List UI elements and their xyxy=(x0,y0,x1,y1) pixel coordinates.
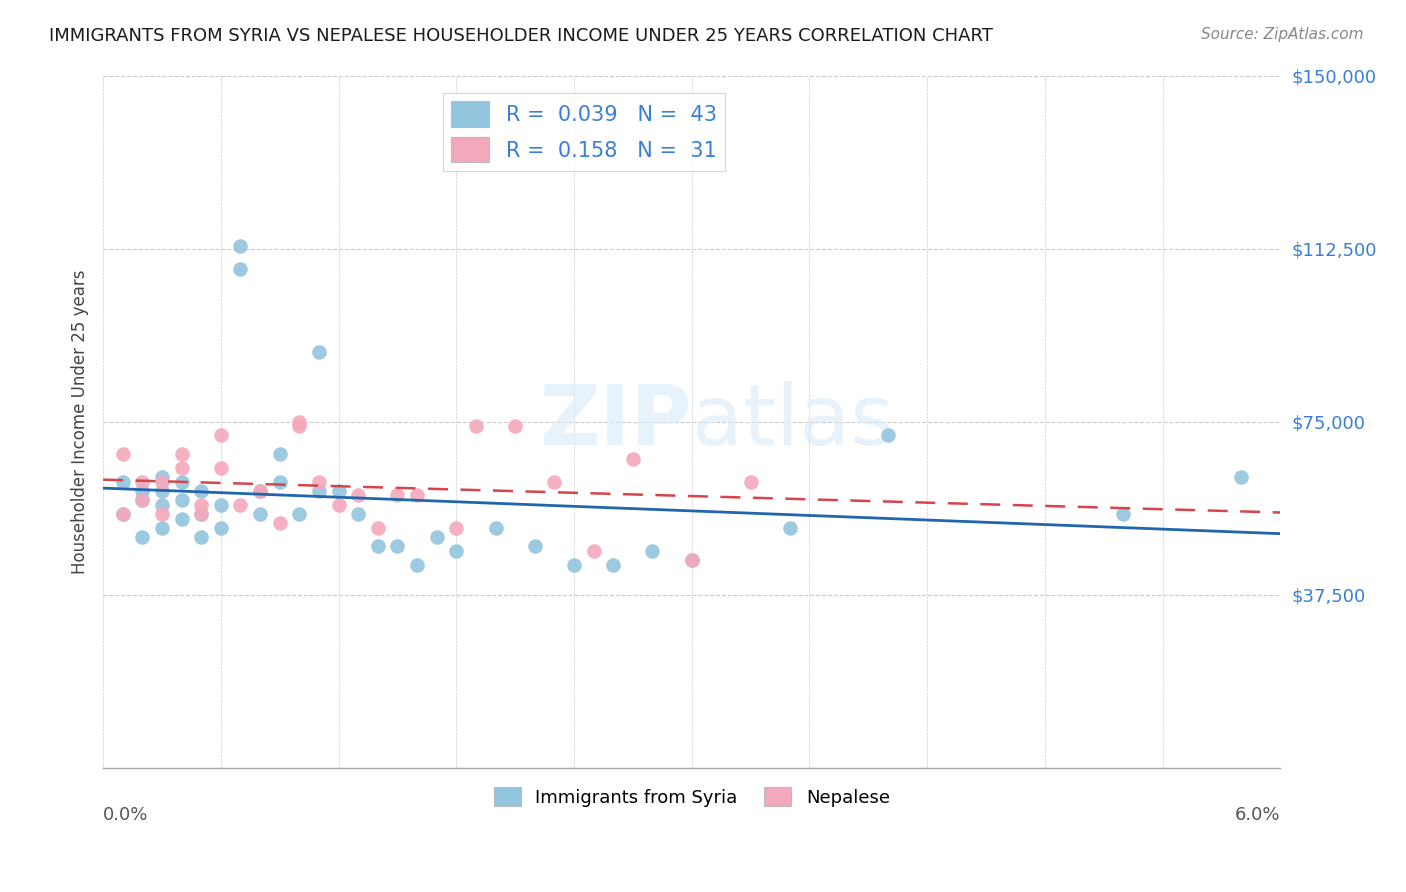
Point xyxy=(1112,507,1135,521)
Point xyxy=(131,493,153,508)
Point xyxy=(229,262,252,277)
Point xyxy=(347,488,370,502)
Text: 0.0%: 0.0% xyxy=(103,805,149,824)
Point xyxy=(190,507,212,521)
Point xyxy=(779,521,801,535)
Point xyxy=(464,419,486,434)
Point xyxy=(209,521,232,535)
Point xyxy=(446,544,468,558)
Point xyxy=(740,475,762,489)
Point xyxy=(426,530,449,544)
Point xyxy=(406,488,429,502)
Point xyxy=(229,498,252,512)
Text: ZIP: ZIP xyxy=(540,381,692,462)
Point xyxy=(150,475,173,489)
Point xyxy=(170,493,193,508)
Point xyxy=(131,493,153,508)
Point xyxy=(582,544,605,558)
Point xyxy=(150,521,173,535)
Point xyxy=(131,530,153,544)
Y-axis label: Householder Income Under 25 years: Householder Income Under 25 years xyxy=(72,269,89,574)
Point xyxy=(170,511,193,525)
Point xyxy=(269,475,291,489)
Point xyxy=(269,447,291,461)
Point xyxy=(111,447,134,461)
Point xyxy=(150,498,173,512)
Point xyxy=(209,498,232,512)
Point xyxy=(209,460,232,475)
Point xyxy=(387,539,409,553)
Point xyxy=(150,470,173,484)
Point xyxy=(229,239,252,253)
Point xyxy=(347,507,370,521)
Point xyxy=(288,507,311,521)
Point xyxy=(641,544,664,558)
Point xyxy=(621,451,644,466)
Point xyxy=(406,558,429,572)
Point xyxy=(170,460,193,475)
Point xyxy=(111,507,134,521)
Point xyxy=(288,415,311,429)
Text: atlas: atlas xyxy=(692,381,893,462)
Point xyxy=(269,516,291,530)
Point xyxy=(170,447,193,461)
Point xyxy=(681,553,703,567)
Point xyxy=(367,539,389,553)
Point xyxy=(681,553,703,567)
Legend: R =  0.039   N =  43, R =  0.158   N =  31: R = 0.039 N = 43, R = 0.158 N = 31 xyxy=(443,93,725,170)
Point xyxy=(308,475,330,489)
Point xyxy=(170,475,193,489)
Point xyxy=(1230,470,1253,484)
Point xyxy=(602,558,624,572)
Point xyxy=(249,483,271,498)
Point xyxy=(190,530,212,544)
Point xyxy=(446,521,468,535)
Point xyxy=(131,483,153,498)
Point xyxy=(523,539,546,553)
Point xyxy=(562,558,585,572)
Point xyxy=(308,483,330,498)
Text: Source: ZipAtlas.com: Source: ZipAtlas.com xyxy=(1201,27,1364,42)
Point xyxy=(387,488,409,502)
Point xyxy=(150,483,173,498)
Point xyxy=(328,483,350,498)
Point xyxy=(131,475,153,489)
Point xyxy=(367,521,389,535)
Point xyxy=(209,428,232,442)
Point xyxy=(484,521,506,535)
Point xyxy=(249,507,271,521)
Text: IMMIGRANTS FROM SYRIA VS NEPALESE HOUSEHOLDER INCOME UNDER 25 YEARS CORRELATION : IMMIGRANTS FROM SYRIA VS NEPALESE HOUSEH… xyxy=(49,27,993,45)
Point xyxy=(288,419,311,434)
Point xyxy=(543,475,565,489)
Point xyxy=(190,507,212,521)
Point xyxy=(111,475,134,489)
Point xyxy=(877,428,900,442)
Point xyxy=(190,483,212,498)
Text: 6.0%: 6.0% xyxy=(1234,805,1281,824)
Point xyxy=(150,507,173,521)
Point xyxy=(308,345,330,359)
Point xyxy=(111,507,134,521)
Point xyxy=(328,498,350,512)
Point xyxy=(190,498,212,512)
Point xyxy=(503,419,526,434)
Point xyxy=(249,483,271,498)
